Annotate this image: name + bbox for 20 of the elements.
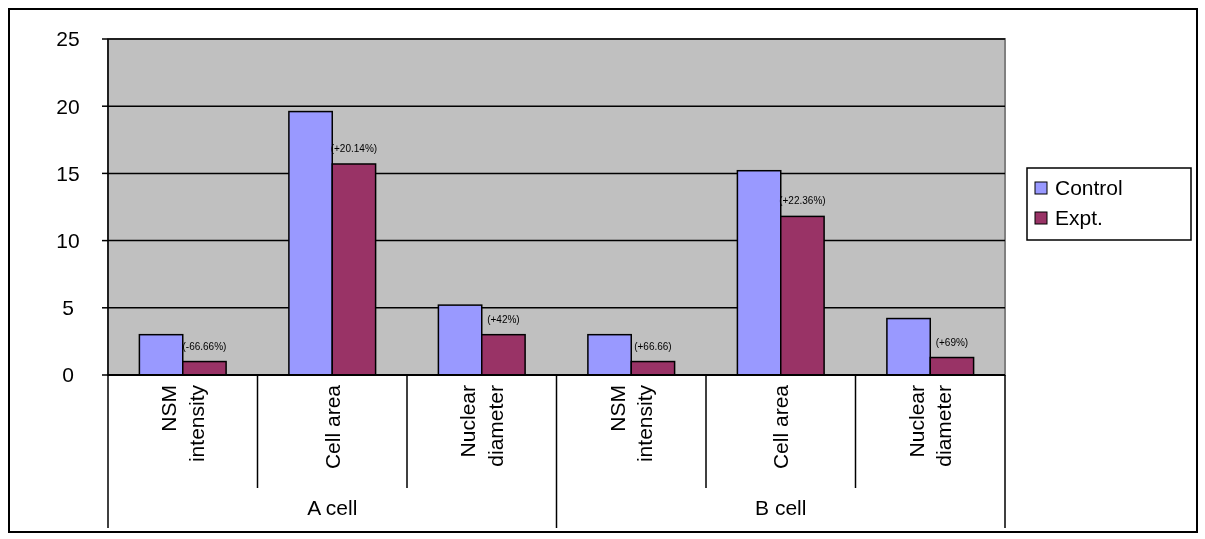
x-tick-label: Cell area: [769, 384, 793, 470]
x-tick-label: Cell area: [320, 384, 344, 470]
text: B cell: [755, 496, 807, 519]
x-tick-label: Nuclear diameter: [456, 384, 507, 467]
annotation: (+42%): [487, 313, 520, 325]
y-tick-label: 0: [62, 363, 74, 387]
annotation: (+66.66): [634, 340, 672, 352]
annotation: (-66.66%): [182, 340, 227, 352]
y-tick-label: 10: [56, 228, 80, 252]
y-tick-label: 15: [56, 161, 80, 185]
x-tick-label: NSM intensity: [157, 384, 208, 463]
x-tick-label: NSM intensity: [605, 384, 657, 463]
y-tick-label: 5: [62, 296, 74, 320]
annotation: (+69%): [935, 336, 969, 348]
legend-label: Control: [1055, 176, 1123, 200]
text: A cell: [307, 496, 358, 519]
legend-label: Expt.: [1055, 206, 1103, 230]
y-tick-label: 20: [56, 94, 80, 118]
y-tick-label: 25: [56, 27, 80, 51]
x-tick-label: Nuclear diameter: [904, 384, 956, 467]
